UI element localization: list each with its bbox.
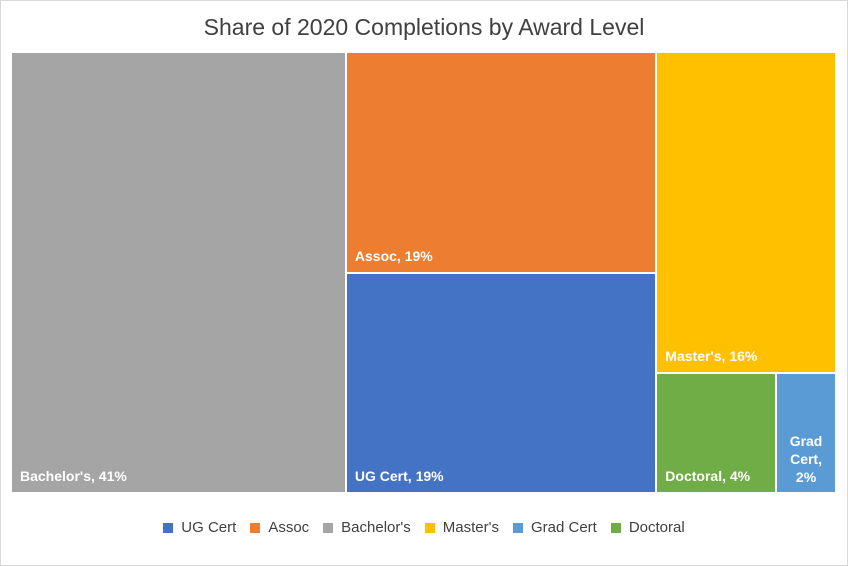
tile-label-grad-cert-line: Grad	[789, 432, 823, 449]
tile-assoc: Assoc, 19%	[346, 53, 658, 274]
tile-doctoral: Doctoral, 4%	[657, 373, 778, 494]
legend-swatch-ug-cert	[163, 522, 174, 533]
tile-masters: Master's, 16%	[657, 53, 837, 374]
tile-label-assoc: Assoc, 19%	[354, 247, 433, 264]
tile-label-ug-cert: UG Cert, 19%	[354, 468, 444, 484]
legend-label-doctoral: Doctoral	[628, 519, 685, 536]
legend-swatch-bachelors	[323, 522, 334, 533]
chart-legend: UG Cert Assoc Bachelor's Master's Grad C…	[0, 519, 848, 536]
legend-label-ug-cert: UG Cert	[181, 519, 237, 536]
legend-item-ug-cert: UG Cert	[163, 519, 236, 536]
tile-label-grad-cert-line: Cert,	[790, 450, 822, 467]
tile-label-grad-cert: Grad Cert, 2%	[777, 432, 835, 486]
legend-swatch-doctoral	[610, 522, 621, 533]
legend-item-grad-cert: Grad Cert	[512, 519, 597, 536]
tile-label-bachelors: Bachelor's, 41%	[20, 468, 127, 484]
legend-label-grad-cert: Grad Cert	[530, 519, 597, 536]
chart-title: Share of 2020 Completions by Award Level	[203, 14, 645, 40]
legend-item-masters: Master's	[424, 519, 499, 536]
tile-grad-cert: Grad Cert, 2%	[777, 373, 837, 494]
treemap-plot: Bachelor's, 41% Assoc, 19% UG Cert, 19% …	[12, 53, 837, 494]
legend-item-bachelors: Bachelor's	[323, 519, 411, 536]
legend-item-assoc: Assoc	[250, 519, 309, 536]
legend-label-bachelors: Bachelor's	[341, 519, 411, 536]
tile-label-grad-cert-line: 2%	[795, 468, 817, 485]
legend-item-doctoral: Doctoral	[610, 519, 685, 536]
legend-swatch-masters	[424, 522, 435, 533]
legend-swatch-grad-cert	[512, 522, 523, 533]
legend-swatch-assoc	[250, 522, 261, 533]
tile-label-masters: Master's, 16%	[665, 347, 758, 364]
tile-bachelors: Bachelor's, 41%	[12, 53, 347, 494]
tile-ug-cert: UG Cert, 19%	[346, 273, 658, 494]
legend-label-masters: Master's	[442, 519, 499, 536]
legend-label-assoc: Assoc	[268, 519, 310, 536]
tile-label-doctoral: Doctoral, 4%	[665, 467, 751, 484]
